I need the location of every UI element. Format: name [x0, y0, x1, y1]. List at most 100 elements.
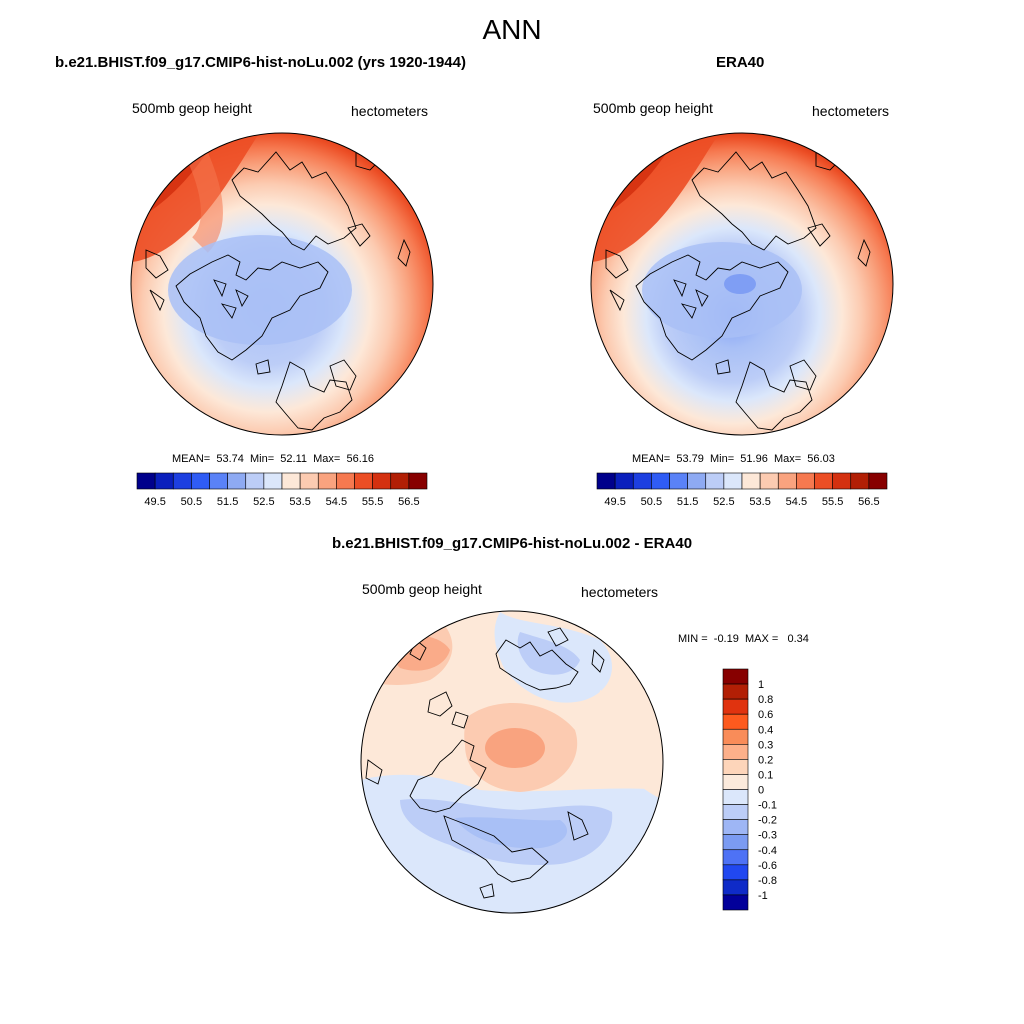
colorbar-difference-swatch — [722, 683, 749, 700]
map-difference — [360, 610, 664, 914]
colorbar-model-swatch — [172, 472, 192, 490]
colorbar-era40-tick-label: 49.5 — [604, 496, 625, 508]
colorbar-model-tick-label: 54.5 — [326, 496, 347, 508]
colorbar-difference-swatch — [722, 698, 749, 715]
colorbar-era40-swatch — [723, 472, 743, 490]
colorbar-model-swatch — [227, 472, 247, 490]
panel1-min-label: Min= — [250, 453, 275, 465]
colorbar-era40-tick-label: 50.5 — [641, 496, 662, 508]
colorbar-era40: 49.5 50.5 51.5 52.5 53.5 54.5 55.5 56.5 — [596, 472, 888, 508]
colorbar-era40-swatch — [705, 472, 725, 490]
colorbar-difference-swatch — [722, 804, 749, 820]
colorbar-era40-tick-label: 52.5 — [713, 496, 734, 508]
panel2-max: 56.03 — [807, 453, 835, 465]
colorbar-model-swatch — [354, 472, 373, 490]
colorbar-model-tick-label: 56.5 — [398, 496, 419, 508]
colorbar-model-tick-label: 50.5 — [181, 496, 202, 508]
panel1-title: b.e21.BHIST.f09_g17.CMIP6-hist-noLu.002 … — [55, 54, 466, 71]
colorbar-difference-tick-label: -0.3 — [758, 830, 777, 842]
colorbar-difference-tick-label: 0.4 — [758, 724, 773, 736]
colorbar-era40-tick-label: 56.5 — [858, 496, 879, 508]
colorbar-model-swatch — [281, 472, 301, 490]
colorbar-difference: 1 0.8 0.6 0.4 0.3 0.2 0.1 0 -0.1 -0.2 -0.3 -0.4 -0.6… — [722, 668, 777, 911]
colorbar-model-tick-label: 49.5 — [144, 496, 165, 508]
colorbar-model-tick-label: 55.5 — [362, 496, 383, 508]
colorbar-difference-swatch — [722, 849, 749, 866]
colorbar-model-swatch — [390, 472, 410, 490]
colorbar-model-swatch — [372, 472, 392, 490]
colorbar-model-swatch — [191, 472, 210, 490]
colorbar-era40-tick-label: 54.5 — [786, 496, 807, 508]
colorbar-era40-tick-label: 55.5 — [822, 496, 843, 508]
panel2-min-label: Min= — [710, 453, 735, 465]
panel1-max-label: Max= — [313, 453, 341, 465]
colorbar-difference-tick-label: -1 — [758, 890, 768, 902]
colorbar-era40-tick-label: 53.5 — [749, 496, 770, 508]
colorbar-era40-swatch — [596, 472, 616, 490]
panel1-variable: 500mb geop height — [132, 100, 252, 116]
colorbar-difference-tick-label: 0.8 — [758, 694, 773, 706]
colorbar-difference-tick-label: 0 — [758, 785, 764, 797]
panel3-min-label: MIN = — [678, 633, 708, 645]
colorbar-difference-tick-label: -0.8 — [758, 875, 777, 887]
colorbar-difference-tick-label: 0.3 — [758, 739, 773, 751]
colorbar-model-swatch — [154, 472, 174, 490]
colorbar-difference-swatch — [722, 774, 749, 790]
colorbar-model-swatch — [336, 472, 355, 490]
colorbar-model: 49.5 50.5 51.5 52.5 53.5 54.5 55.5 56.5 — [136, 472, 428, 508]
panel2-mean-label: MEAN= — [632, 453, 671, 465]
panel2-mean: 53.79 — [676, 453, 704, 465]
panel1-units: hectometers — [351, 103, 429, 119]
colorbar-era40-swatch — [796, 472, 815, 490]
colorbar-model-swatch — [263, 472, 283, 490]
panel3-max-label: MAX = — [744, 633, 779, 645]
panel2-stats: MEAN= 53.79 Min= 51.96 Max= 56.03 — [632, 453, 835, 465]
colorbar-era40-tick-label: 51.5 — [677, 496, 698, 508]
panel1-mean: 53.74 — [216, 453, 244, 465]
panel3-min: -0.19 — [713, 633, 739, 645]
colorbar-model-swatch — [299, 472, 319, 490]
figure-title: ANN — [482, 14, 542, 45]
colorbar-model-swatch — [408, 472, 428, 490]
colorbar-difference-tick-label: -0.6 — [758, 860, 777, 872]
colorbar-difference-swatch — [722, 759, 749, 775]
colorbar-model-tick-label: 51.5 — [217, 496, 238, 508]
colorbar-era40-swatch — [850, 472, 870, 490]
colorbar-era40-swatch — [777, 472, 797, 490]
map-model — [130, 132, 434, 436]
panel3-stats: MIN = -0.19 MAX = 0.34 — [678, 633, 809, 645]
colorbar-difference-swatch — [722, 713, 749, 730]
panel3-variable: 500mb geop height — [362, 581, 482, 597]
colorbar-difference-swatch — [722, 864, 749, 881]
colorbar-difference-tick-label: 0.2 — [758, 754, 773, 766]
colorbar-difference-tick-label: 0.6 — [758, 709, 773, 721]
panel2-min: 51.96 — [740, 453, 768, 465]
colorbar-difference-swatch — [722, 894, 749, 911]
colorbar-difference-swatch — [722, 744, 749, 760]
colorbar-model-swatch — [317, 472, 337, 490]
colorbar-difference-swatch — [722, 834, 749, 851]
map-era40 — [590, 132, 894, 436]
panel2-variable: 500mb geop height — [593, 100, 713, 116]
colorbar-difference-tick-label: -0.4 — [758, 845, 777, 857]
colorbar-era40-swatch — [687, 472, 707, 490]
panel1-min: 52.11 — [280, 453, 307, 465]
colorbar-model-swatch — [136, 472, 156, 490]
panel1-mean-label: MEAN= — [172, 453, 211, 465]
colorbar-difference-swatch — [722, 728, 749, 745]
colorbar-era40-swatch — [669, 472, 688, 490]
colorbar-model-tick-label: 53.5 — [289, 496, 310, 508]
colorbar-era40-swatch — [759, 472, 779, 490]
colorbar-model-tick-label: 52.5 — [253, 496, 274, 508]
colorbar-difference-swatch — [722, 819, 749, 835]
colorbar-model-swatch — [245, 472, 265, 490]
panel3-max: 0.34 — [787, 633, 809, 645]
colorbar-era40-swatch — [614, 472, 634, 490]
colorbar-era40-swatch — [868, 472, 888, 490]
panel2-title: ERA40 — [716, 54, 765, 71]
panel2-max-label: Max= — [773, 453, 802, 465]
colorbar-era40-swatch — [632, 472, 652, 490]
colorbar-difference-swatch — [722, 668, 749, 685]
colorbar-difference-tick-label: -0.2 — [758, 815, 777, 827]
